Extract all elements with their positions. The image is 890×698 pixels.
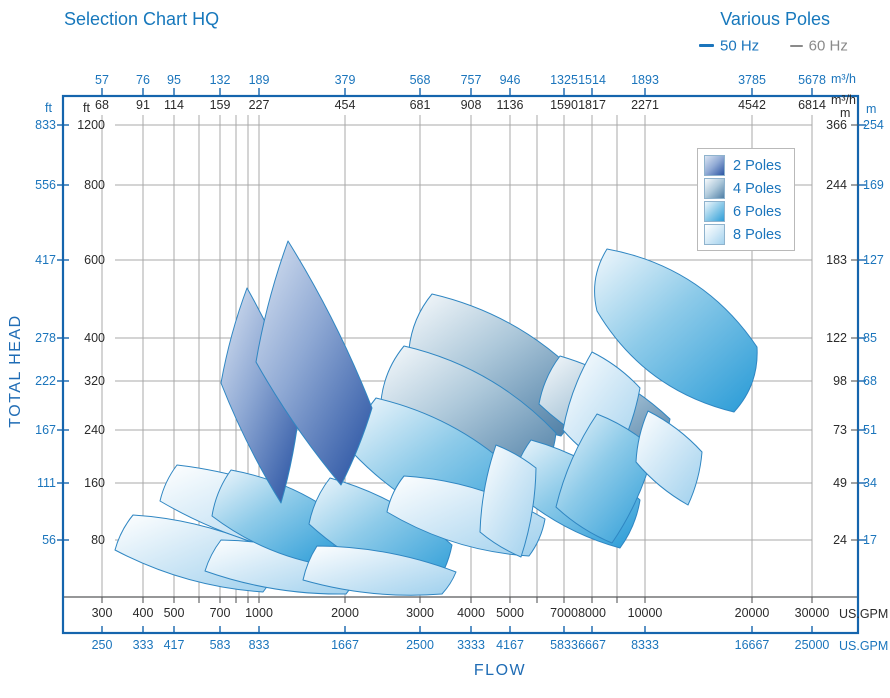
legend-item-6-poles: 6 Poles xyxy=(704,200,794,223)
4-poles-swatch xyxy=(704,178,725,199)
x-axis-title: FLOW xyxy=(473,662,527,679)
8-poles-region xyxy=(635,410,703,506)
8-poles-label: 8 Poles xyxy=(733,226,782,243)
2-poles-swatch xyxy=(704,155,725,176)
bottom-axis-unit-60hz: US.GPM xyxy=(839,607,889,621)
8-poles-region xyxy=(479,444,537,558)
left-axis-unit-50hz: ft xyxy=(45,101,52,115)
2-poles-region xyxy=(255,240,373,486)
right-axis-unit-50hz: m xyxy=(866,102,877,116)
top-axis-unit-50hz: m³/h xyxy=(831,72,856,86)
6-poles-label: 6 Poles xyxy=(733,203,782,220)
60hz-line-swatch xyxy=(789,44,803,48)
6-poles-swatch xyxy=(704,201,725,222)
6-poles-region xyxy=(594,248,758,413)
right-axis-unit-60hz: m xyxy=(840,106,851,120)
hz-legend: 50 Hz 60 Hz xyxy=(699,37,848,55)
legend-item-4-poles: 4 Poles xyxy=(704,177,794,200)
60hz-legend-label: 60 Hz xyxy=(808,37,848,55)
8-poles-swatch xyxy=(704,224,725,245)
8-poles-region xyxy=(302,545,457,596)
4-poles-label: 4 Poles xyxy=(733,180,782,197)
top-axis-unit-60hz: m³/h xyxy=(831,93,856,107)
left-axis-unit-60hz: ft xyxy=(83,101,90,115)
y-axis-title: TOTAL HEAD xyxy=(7,314,24,428)
2-poles-label: 2 Poles xyxy=(733,157,782,174)
legend-item-2-poles: 2 Poles xyxy=(704,154,794,177)
bottom-axis-unit-50hz: US.GPM xyxy=(839,639,889,653)
page-title: Selection Chart HQ xyxy=(64,9,220,29)
poles-legend: 2 Poles 4 Poles 6 Poles 8 Poles xyxy=(697,148,795,251)
legend-item-8-poles: 8 Poles xyxy=(704,223,794,246)
50hz-legend-label: 50 Hz xyxy=(720,37,760,55)
chart-subtitle: Various Poles xyxy=(720,9,830,29)
50hz-line-swatch xyxy=(699,44,714,48)
